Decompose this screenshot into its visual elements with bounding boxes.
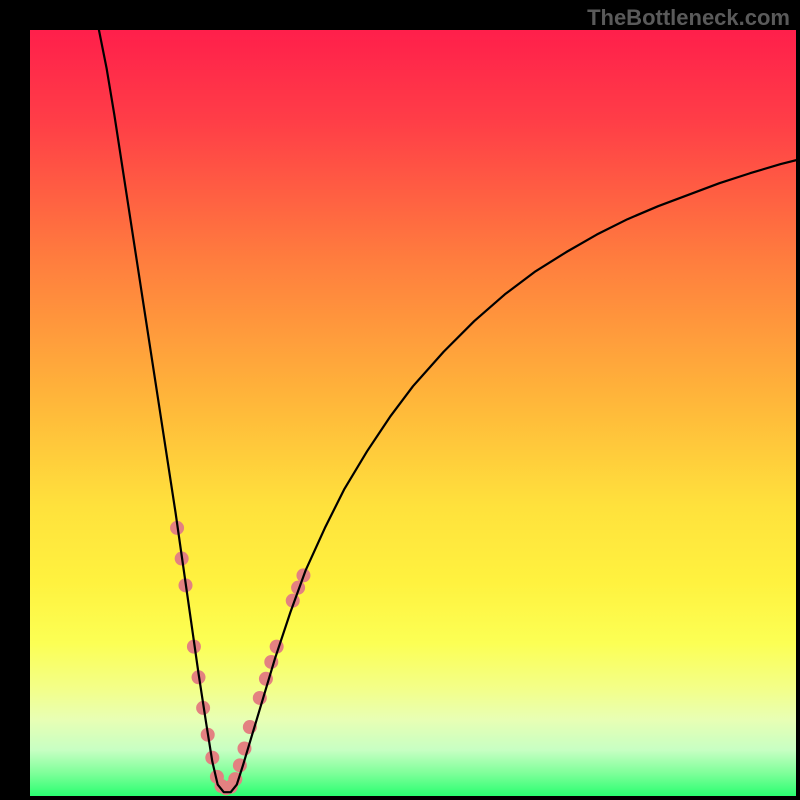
- outer-frame: TheBottleneck.com: [0, 0, 800, 800]
- plot-area: [30, 30, 796, 796]
- attribution-text: TheBottleneck.com: [587, 5, 790, 31]
- curve-layer: [30, 30, 796, 796]
- attribution-label: TheBottleneck.com: [587, 5, 790, 30]
- markers-group: [170, 521, 310, 795]
